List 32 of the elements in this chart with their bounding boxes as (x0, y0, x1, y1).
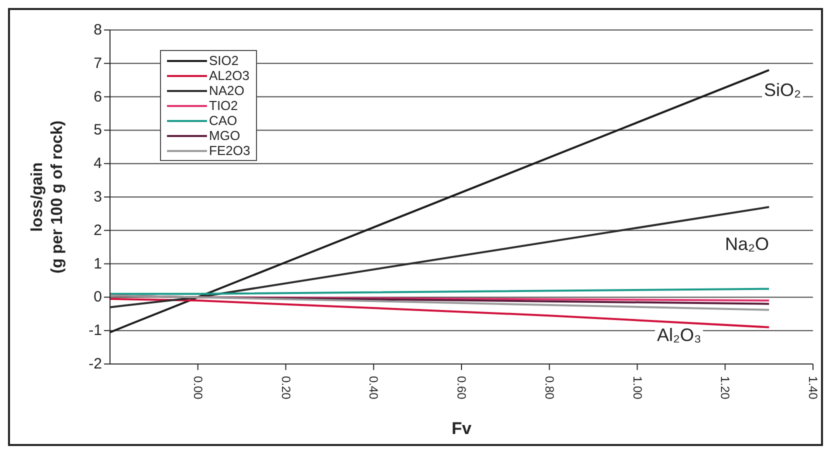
annotation: SiO₂ (762, 80, 803, 101)
x-tick-label: 0.20 (278, 376, 293, 400)
legend-label: AL2O3 (209, 68, 250, 82)
line-series (110, 298, 770, 328)
y-tick-label: 8 (94, 22, 102, 38)
legend-label: FE2O3 (209, 142, 250, 158)
y-tick-label: 3 (94, 188, 102, 206)
y-tick-label: 6 (94, 88, 102, 106)
x-tick-label: 0.60 (454, 376, 468, 400)
x-tick-label: 1.40 (806, 376, 820, 400)
y-tick-label: 5 (94, 122, 102, 139)
legend-label: MGO (209, 128, 240, 142)
y-tick-label: 2 (94, 222, 102, 239)
y-tick-label: -1 (88, 322, 102, 340)
x-tick-label: 0.40 (366, 376, 381, 400)
x-tick-label: 0.80 (542, 376, 556, 400)
y-tick-label: 1 (94, 255, 102, 272)
x-tick-label: 1.00 (630, 376, 644, 400)
annotation: Na₂O (723, 234, 771, 255)
y-tick-label: 7 (94, 54, 102, 72)
legend-label: TIO2 (209, 98, 238, 112)
y-tick-label: 0 (94, 288, 102, 306)
x-axis-title: Fv (452, 419, 472, 438)
legend-label: CAO (209, 112, 238, 128)
x-tick-label: 0.00 (190, 376, 205, 400)
y-axis-title: loss/gain (g per 100 g of rock) (29, 120, 66, 274)
y-tick-label: -2 (88, 356, 102, 372)
annotation: Al₂O₃ (655, 325, 704, 346)
legend-label: NA2O (209, 82, 244, 98)
y-tick-label: 4 (94, 155, 102, 172)
legend-label: SIO2 (209, 52, 239, 68)
x-tick-label: 1.20 (718, 376, 732, 400)
